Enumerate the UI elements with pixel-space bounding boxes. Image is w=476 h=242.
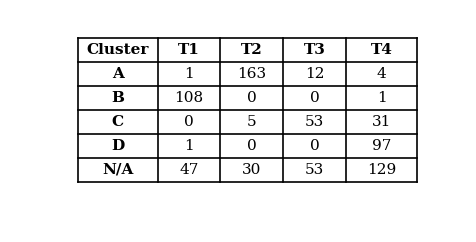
Text: 129: 129 (367, 163, 397, 177)
Text: T1: T1 (178, 43, 200, 57)
Text: D: D (111, 139, 124, 153)
Text: 0: 0 (247, 139, 257, 153)
Text: B: B (111, 91, 124, 105)
Text: 31: 31 (372, 115, 391, 129)
Text: 0: 0 (247, 91, 257, 105)
Text: 5: 5 (247, 115, 257, 129)
Text: 1: 1 (377, 91, 387, 105)
Text: T4: T4 (371, 43, 393, 57)
Text: C: C (112, 115, 124, 129)
Text: 0: 0 (310, 139, 319, 153)
Text: 30: 30 (242, 163, 262, 177)
Text: 1: 1 (184, 67, 194, 81)
Text: T2: T2 (241, 43, 263, 57)
Text: 163: 163 (238, 67, 267, 81)
Text: 0: 0 (310, 91, 319, 105)
Text: Cluster: Cluster (87, 43, 149, 57)
Text: 97: 97 (372, 139, 391, 153)
Text: N/A: N/A (102, 163, 133, 177)
Text: 53: 53 (305, 163, 324, 177)
Text: 53: 53 (305, 115, 324, 129)
Text: 0: 0 (184, 115, 194, 129)
Text: 1: 1 (184, 139, 194, 153)
Text: 108: 108 (175, 91, 204, 105)
Text: T3: T3 (304, 43, 326, 57)
Text: 4: 4 (377, 67, 387, 81)
Text: 12: 12 (305, 67, 325, 81)
Text: 47: 47 (179, 163, 199, 177)
Text: A: A (112, 67, 124, 81)
